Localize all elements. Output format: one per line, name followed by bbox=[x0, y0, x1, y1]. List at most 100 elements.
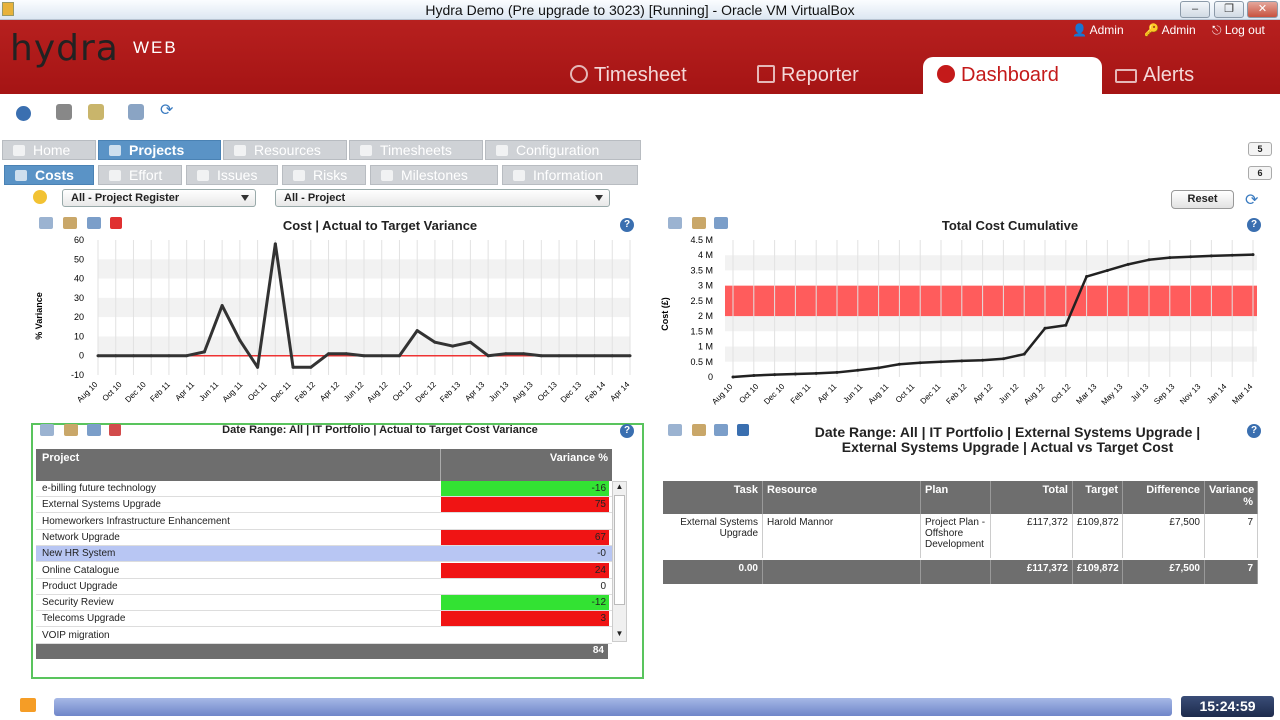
arrow-down-icon[interactable] bbox=[110, 217, 122, 229]
x-tick-label: Feb 11 bbox=[148, 380, 172, 404]
data-point bbox=[362, 354, 366, 358]
data-point bbox=[557, 354, 561, 358]
project-name: e-billing future technology bbox=[42, 483, 156, 494]
grid-band bbox=[725, 240, 1257, 256]
column-header[interactable]: Total bbox=[991, 481, 1073, 514]
tab-costs[interactable]: Costs bbox=[4, 165, 94, 185]
table-icon[interactable] bbox=[87, 217, 101, 229]
x-tick-label: Aug 12 bbox=[365, 380, 390, 405]
scroll-up-icon[interactable]: ▲ bbox=[615, 482, 624, 491]
help-icon[interactable]: ? bbox=[620, 424, 634, 438]
tab-information[interactable]: Information bbox=[502, 165, 638, 185]
refresh-icon[interactable]: ⟳ bbox=[160, 102, 174, 119]
settings-icon bbox=[496, 145, 508, 156]
x-tick-label: Jun 13 bbox=[487, 380, 511, 404]
home-icon[interactable] bbox=[64, 424, 78, 436]
tab-effort[interactable]: Effort bbox=[98, 165, 182, 185]
data-point bbox=[593, 354, 597, 358]
admin-link-1[interactable]: 👤 Admin bbox=[1072, 23, 1124, 37]
table-row[interactable]: Telecoms Upgrade 3 bbox=[36, 611, 612, 628]
table-row[interactable]: External Systems Upgrade 75 bbox=[36, 497, 612, 514]
help-icon[interactable]: ? bbox=[1247, 424, 1261, 438]
refresh-icon[interactable]: ⟳ bbox=[1245, 192, 1259, 209]
y-tick-label: 0.5 M bbox=[690, 357, 713, 367]
copy-icon[interactable] bbox=[128, 104, 144, 120]
table-row[interactable]: Product Upgrade 0 bbox=[36, 578, 612, 595]
data-point bbox=[486, 354, 490, 358]
home-icon[interactable] bbox=[692, 424, 706, 436]
column-header[interactable]: Target bbox=[1073, 481, 1123, 514]
help-icon[interactable]: ? bbox=[1247, 218, 1261, 232]
restore-icon[interactable]: ❐ bbox=[1214, 1, 1244, 18]
home-icon[interactable] bbox=[692, 217, 706, 229]
side-button-6[interactable]: 6 bbox=[1248, 166, 1272, 180]
data-point bbox=[814, 371, 818, 375]
wrench-icon[interactable] bbox=[668, 217, 682, 229]
column-header[interactable]: Variance % bbox=[1205, 481, 1258, 514]
logout-link[interactable]: ⎋ Log out bbox=[1212, 23, 1265, 37]
nav-tab-reporter[interactable]: Reporter bbox=[757, 57, 859, 94]
table-row[interactable]: Homeworkers Infrastructure Enhancement bbox=[36, 513, 612, 530]
table-row[interactable]: Network Upgrade 67 bbox=[36, 529, 612, 546]
table-row[interactable]: e-billing future technology -16 bbox=[36, 481, 612, 497]
table-row[interactable]: New HR System -0 bbox=[36, 546, 612, 563]
table-icon[interactable] bbox=[714, 424, 728, 436]
rss-icon[interactable] bbox=[20, 698, 36, 712]
table-icon[interactable] bbox=[714, 217, 728, 229]
table-row[interactable]: VOIP migration bbox=[36, 627, 612, 644]
print-icon[interactable] bbox=[56, 104, 72, 120]
data-point bbox=[96, 354, 100, 358]
wrench-icon[interactable] bbox=[39, 217, 53, 229]
project-register-select[interactable]: All - Project Register bbox=[62, 189, 256, 207]
export-icon[interactable] bbox=[109, 424, 121, 436]
tab-configuration[interactable]: Configuration bbox=[485, 140, 641, 160]
table-icon[interactable] bbox=[87, 424, 101, 436]
column-header[interactable]: Resource bbox=[763, 481, 921, 514]
tab-projects[interactable]: Projects bbox=[98, 140, 221, 160]
column-header-variance[interactable]: Variance % bbox=[549, 452, 608, 464]
home-icon[interactable] bbox=[63, 217, 77, 229]
help-icon[interactable]: ? bbox=[620, 218, 634, 232]
wrench-icon[interactable] bbox=[668, 424, 682, 436]
export-icon[interactable] bbox=[88, 104, 104, 120]
nav-tab-alerts[interactable]: Alerts bbox=[1115, 57, 1194, 94]
table-row[interactable]: Security Review -12 bbox=[36, 595, 612, 612]
data-point bbox=[939, 360, 943, 364]
tab-milestones[interactable]: Milestones bbox=[370, 165, 498, 185]
tab-timesheets[interactable]: Timesheets bbox=[349, 140, 483, 160]
data-point bbox=[981, 358, 985, 362]
column-header[interactable]: Plan bbox=[921, 481, 991, 514]
project-select[interactable]: All - Project bbox=[275, 189, 610, 207]
column-header[interactable]: Difference bbox=[1123, 481, 1205, 514]
hydra-logo: hydra bbox=[10, 28, 119, 69]
tab-issues[interactable]: Issues bbox=[186, 165, 278, 185]
info-icon[interactable] bbox=[33, 190, 47, 204]
scrollbar[interactable]: ▲ ▼ bbox=[612, 481, 627, 642]
side-button-5[interactable]: 5 bbox=[1248, 142, 1272, 156]
column-header[interactable]: Task bbox=[663, 481, 763, 514]
tab-risks[interactable]: Risks bbox=[282, 165, 366, 185]
table-row[interactable]: Online Catalogue 24 bbox=[36, 562, 612, 579]
variance-value: 0 bbox=[441, 578, 609, 594]
reset-button[interactable]: Reset bbox=[1171, 190, 1234, 209]
variance-value: 24 bbox=[441, 562, 609, 578]
nav-tab-timesheet[interactable]: Timesheet bbox=[570, 57, 687, 94]
scroll-thumb[interactable] bbox=[614, 495, 625, 605]
scroll-down-icon[interactable]: ▼ bbox=[615, 629, 624, 638]
column-header-project[interactable]: Project bbox=[42, 452, 80, 464]
data-point bbox=[1064, 323, 1068, 327]
tab-resources[interactable]: Resources bbox=[223, 140, 347, 160]
arrow-up-icon[interactable] bbox=[737, 424, 749, 436]
tag-icon bbox=[381, 170, 393, 181]
tab-home[interactable]: Home bbox=[2, 140, 96, 160]
help-icon[interactable] bbox=[16, 106, 31, 121]
y-tick-label: 50 bbox=[74, 254, 84, 264]
wrench-icon[interactable] bbox=[40, 424, 54, 436]
cumulative-chart-title: Total Cost Cumulative bbox=[941, 218, 1079, 233]
data-point bbox=[238, 338, 242, 342]
close-icon[interactable]: ✕ bbox=[1247, 1, 1278, 18]
admin-link-2[interactable]: 🔑 Admin bbox=[1144, 23, 1196, 37]
minimize-icon[interactable]: – bbox=[1180, 1, 1210, 18]
nav-tab-dashboard[interactable]: Dashboard bbox=[923, 57, 1102, 94]
x-tick-label: Feb 13 bbox=[438, 380, 462, 404]
